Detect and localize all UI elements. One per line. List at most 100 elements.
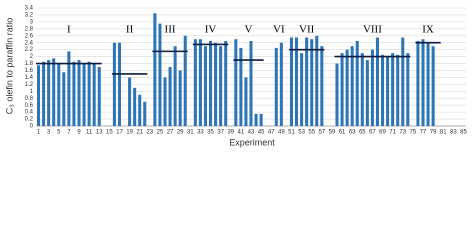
bar	[47, 60, 51, 126]
bar	[381, 54, 385, 127]
x-tick-label: 9	[77, 130, 81, 136]
x-tick-label: 73	[399, 130, 406, 136]
x-tick-label: 29	[177, 130, 184, 136]
phase-label: IV	[205, 24, 217, 36]
bar	[219, 46, 223, 127]
bar	[254, 113, 258, 126]
y-axis-title: C₃ olefin to paraffin ratio	[4, 18, 14, 115]
x-tick-label: 43	[248, 130, 255, 136]
x-tick-label: 55	[308, 130, 315, 136]
bar	[193, 39, 197, 127]
phase-label: II	[126, 24, 134, 36]
y-tick-label: 2.4	[25, 40, 34, 46]
x-tick-label: 41	[238, 130, 245, 136]
y-tick-label: 3.2	[25, 13, 34, 19]
x-tick-label: 23	[146, 130, 153, 136]
bar	[274, 47, 278, 126]
y-tick-label: 1.4	[25, 75, 34, 81]
y-tick-label: 0.4	[25, 110, 34, 116]
x-tick-label: 1	[37, 130, 41, 136]
bar	[360, 53, 364, 126]
x-tick-label: 21	[136, 130, 143, 136]
x-tick-label: 77	[420, 130, 427, 136]
bar	[112, 42, 116, 126]
bar	[92, 63, 96, 126]
y-tick-label: 1.2	[25, 82, 34, 88]
x-tick-label: 49	[278, 130, 285, 136]
y-tick-label: 1.6	[25, 68, 34, 74]
y-tick-label: 2.6	[25, 33, 34, 39]
bar	[370, 49, 374, 126]
bar	[295, 37, 299, 126]
bar	[214, 42, 218, 126]
x-tick-label: 61	[339, 130, 346, 136]
x-tick-label: 81	[440, 130, 447, 136]
bar	[421, 39, 425, 127]
bar	[355, 40, 359, 126]
bar	[97, 67, 101, 126]
bar	[391, 53, 395, 126]
x-tick-label: 11	[86, 130, 93, 136]
y-tick-label: 0.2	[25, 117, 34, 123]
bar	[335, 63, 339, 126]
bar	[234, 39, 238, 127]
bar	[386, 56, 390, 126]
phase-label: V	[244, 24, 252, 36]
x-tick-label: 25	[157, 130, 164, 136]
x-tick-label: 39	[227, 130, 234, 136]
x-tick-label: 47	[268, 130, 275, 136]
bar	[77, 60, 81, 126]
x-tick-label: 5	[57, 130, 61, 136]
bar	[416, 40, 420, 126]
x-tick-label: 17	[116, 130, 123, 136]
bar	[153, 13, 157, 127]
bar	[350, 46, 354, 127]
bar	[375, 37, 379, 126]
bar	[198, 39, 202, 127]
y-tick-label: 3	[30, 19, 34, 25]
x-tick-label: 19	[126, 130, 133, 136]
y-tick-label: 0	[30, 124, 34, 130]
bar	[178, 70, 182, 126]
bar	[244, 77, 248, 126]
bar	[57, 63, 61, 126]
bar	[305, 37, 309, 126]
bar	[279, 42, 283, 126]
x-tick-label: 45	[258, 130, 265, 136]
x-tick-label: 33	[197, 130, 204, 136]
bar	[163, 77, 167, 126]
bar	[52, 58, 56, 126]
bar	[209, 40, 213, 126]
bar	[117, 42, 121, 126]
x-tick-label: 59	[329, 130, 336, 136]
y-tick-label: 0.8	[25, 96, 34, 102]
phase-label: VIII	[363, 24, 382, 36]
phase-label: I	[67, 24, 71, 36]
bar	[224, 40, 228, 126]
phase-label: VII	[299, 24, 315, 36]
x-tick-label: 3	[47, 130, 51, 136]
bar	[396, 54, 400, 127]
bar	[320, 46, 324, 127]
bar	[426, 42, 430, 126]
x-tick-label: 35	[207, 130, 214, 136]
bar	[173, 46, 177, 127]
x-tick-label: 37	[217, 130, 224, 136]
bar	[431, 46, 435, 127]
x-tick-label: 75	[410, 130, 417, 136]
bar	[239, 47, 243, 126]
x-tick-label: 15	[106, 130, 113, 136]
x-tick-label: 71	[389, 130, 396, 136]
x-axis-title: Experiment	[229, 137, 275, 147]
y-tick-label: 1	[30, 89, 34, 95]
x-tick-label: 65	[359, 130, 366, 136]
bar	[82, 63, 86, 126]
bar	[128, 77, 132, 126]
bar	[345, 49, 349, 126]
y-tick-label: 2.8	[25, 26, 34, 32]
bar	[249, 40, 253, 126]
bar	[365, 60, 369, 126]
bar	[87, 61, 91, 127]
bar	[143, 101, 147, 126]
bar	[158, 23, 162, 127]
